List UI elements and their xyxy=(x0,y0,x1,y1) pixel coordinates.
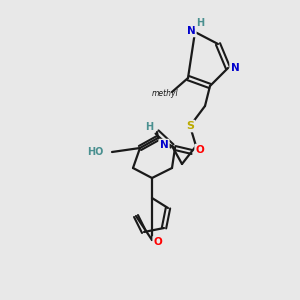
Text: N: N xyxy=(160,140,168,150)
Text: methyl: methyl xyxy=(152,89,178,98)
Text: O: O xyxy=(154,237,162,247)
Text: H: H xyxy=(196,18,204,28)
Text: N: N xyxy=(187,26,195,36)
Text: HO: HO xyxy=(88,147,104,157)
Text: N: N xyxy=(231,63,239,73)
Text: S: S xyxy=(186,121,194,131)
Text: O: O xyxy=(196,145,204,155)
Text: H: H xyxy=(145,122,153,132)
